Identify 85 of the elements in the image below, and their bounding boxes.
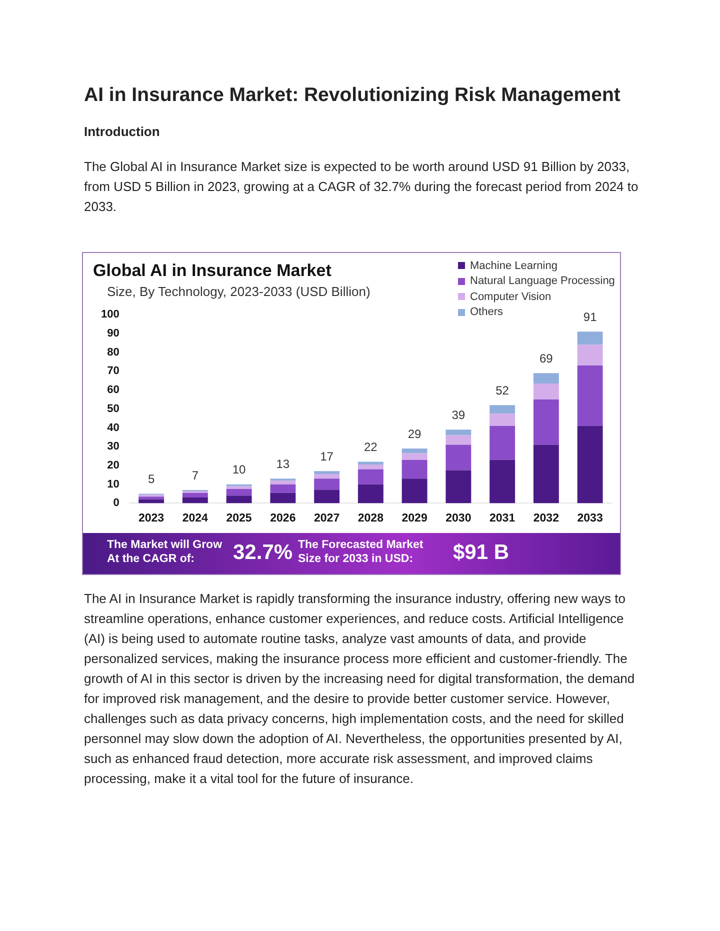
x-tick-label: 2024: [182, 512, 209, 524]
bar: [446, 430, 472, 436]
legend-label: Natural Language Processing: [470, 275, 615, 288]
y-tick-label: 0: [113, 497, 120, 510]
bar: [490, 460, 516, 504]
x-tick-label: 2028: [358, 512, 384, 524]
total-label: 69: [540, 351, 554, 366]
bar: [226, 496, 252, 504]
x-tick-label: 2025: [226, 512, 252, 524]
text: Introduction: [84, 124, 160, 139]
text: The AI in Insurance Market is rapidly transforming the insurance industry, offering new ways to streamline operations, enhance customer experiences, and reduce costs. Artificial Intelligence (AI) is being used to automate routine tasks, analyze vast amounts of data, and provide personalized services, making the insurance process more efficient and customer-friendly. The growth of AI in this sector is driven by the increasing need for digital transformation, the demand for improved risk management, and the desire to provide better customer service. However, challenges such as data privacy concerns, high implementation costs, and the need for skilled personnel may slow down the adoption of AI. Nevertheless, the opportunities presented by AI, such as enhanced fraud detection, more accurate risk assessment, and improved claims processing, make it a vital tool for the future of insurance.: [84, 591, 635, 786]
x-tick-label: 2032: [533, 512, 559, 524]
total-label: 91: [583, 310, 598, 324]
bar: [446, 435, 472, 445]
y-tick-label: 90: [107, 327, 120, 340]
total-label: 7: [192, 468, 199, 482]
y-tick-label: 20: [107, 460, 120, 472]
bar: [533, 444, 559, 504]
bar: [402, 460, 428, 479]
bar: [446, 444, 472, 470]
y-tick-label: 60: [107, 384, 120, 396]
bar: [226, 486, 252, 490]
x-tick-label: 2031: [490, 512, 516, 524]
y-tick-label: 70: [107, 365, 120, 378]
total-label: 10: [232, 462, 246, 477]
bar: [490, 426, 516, 460]
bar: [226, 489, 252, 496]
x-tick-label: 2027: [314, 512, 340, 524]
legend-label: Computer Vision: [470, 290, 552, 303]
text: The Market will Grow At the CAGR of:: [107, 538, 224, 566]
bar: [314, 471, 340, 474]
bar: [358, 484, 384, 504]
y-tick-label: 40: [107, 422, 120, 434]
bar: [402, 453, 428, 460]
text: AI in Insurance Market: Revolutionizing Risk Management: [84, 84, 622, 107]
total-label: 52: [496, 383, 510, 398]
total-label: 39: [452, 408, 466, 422]
total-label: 17: [320, 449, 334, 464]
y-tick-label: 30: [107, 440, 120, 453]
bar: [402, 448, 428, 454]
bar: [446, 470, 472, 504]
legend-label: Machine Learning: [470, 260, 558, 272]
bar: [533, 399, 559, 445]
bar: [314, 474, 340, 479]
legend-label: Others: [470, 306, 504, 318]
x-tick-label: 2023: [138, 512, 164, 524]
bar: [533, 373, 559, 384]
bar: [138, 499, 164, 504]
x-tick-label: 2030: [446, 512, 472, 524]
bar: [270, 492, 296, 504]
chart-title: Global AI in Insurance Market: [93, 261, 332, 281]
total-label: 5: [148, 472, 155, 486]
bar: [182, 492, 208, 498]
bar: [577, 366, 603, 426]
x-tick-label: 2033: [577, 512, 603, 524]
bar: [182, 498, 208, 504]
bar: [314, 478, 340, 490]
bar: [490, 405, 516, 414]
bar: [358, 462, 384, 465]
chart-subtitle: Size, By Technology, 2023-2033 (USD Billion): [107, 284, 370, 299]
bar: [270, 484, 296, 493]
total-label: 22: [364, 440, 378, 454]
bar: [314, 490, 340, 504]
text: The Global AI in Insurance Market size is expected to be worth around USD 91 Billion by 2033, from USD 5 Billion in 2023, growing at a CAGR of 32.7% during the forecast period from 2024 to 2033.: [84, 158, 640, 216]
total-label: 29: [408, 426, 422, 441]
y-tick-label: 80: [107, 346, 120, 358]
bar: [358, 464, 384, 470]
text: $91 B: [453, 541, 510, 565]
bar: [577, 344, 603, 366]
bar: [138, 496, 164, 500]
bar: [358, 469, 384, 484]
bar: [270, 480, 296, 484]
total-label: 13: [276, 456, 290, 471]
x-tick-label: 2026: [270, 512, 296, 524]
y-tick-label: 50: [107, 402, 120, 415]
bar: [490, 414, 516, 426]
x-tick-label: 2029: [402, 512, 428, 524]
bar: [577, 332, 603, 345]
y-tick-label: 100: [100, 308, 120, 321]
bar: [533, 383, 559, 400]
bar: [402, 478, 428, 504]
bar: [577, 426, 603, 504]
text: 32.7%: [233, 541, 293, 565]
y-tick-label: 10: [107, 478, 120, 490]
text: The Forecasted Market Size for 2033 in USD:: [298, 538, 424, 566]
